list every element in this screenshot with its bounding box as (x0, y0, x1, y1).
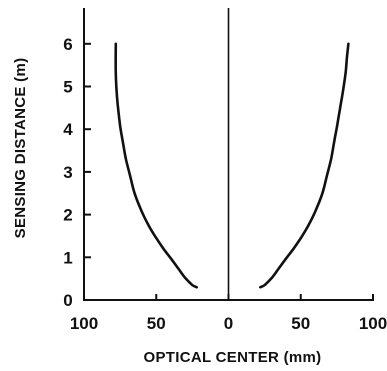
sensing-curves (114, 42, 350, 289)
x-tick-label: 100 (70, 314, 98, 333)
x-axis-ticks: 100 50 0 50 100 (70, 294, 387, 333)
y-axis-ticks: 0 1 2 3 4 5 6 (63, 35, 91, 310)
left-sensing-curve (114, 42, 198, 289)
right-sensing-curve (259, 42, 350, 289)
y-axis-title: SENSING DISTANCE (m) (12, 58, 29, 239)
plot-frame (83, 8, 374, 301)
x-tick-label: 100 (359, 314, 387, 333)
x-tick-label: 50 (291, 314, 310, 333)
y-tick-label: 4 (63, 120, 73, 139)
y-tick-label: 2 (63, 206, 72, 225)
x-tick-label: 50 (147, 314, 166, 333)
y-tick-label: 3 (63, 163, 72, 182)
x-tick-label: 0 (224, 314, 233, 333)
y-tick-label: 0 (63, 291, 72, 310)
x-axis-title: OPTICAL CENTER (mm) (144, 349, 322, 366)
y-tick-label: 1 (63, 248, 72, 267)
y-tick-label: 5 (63, 78, 72, 97)
y-tick-label: 6 (63, 35, 72, 54)
